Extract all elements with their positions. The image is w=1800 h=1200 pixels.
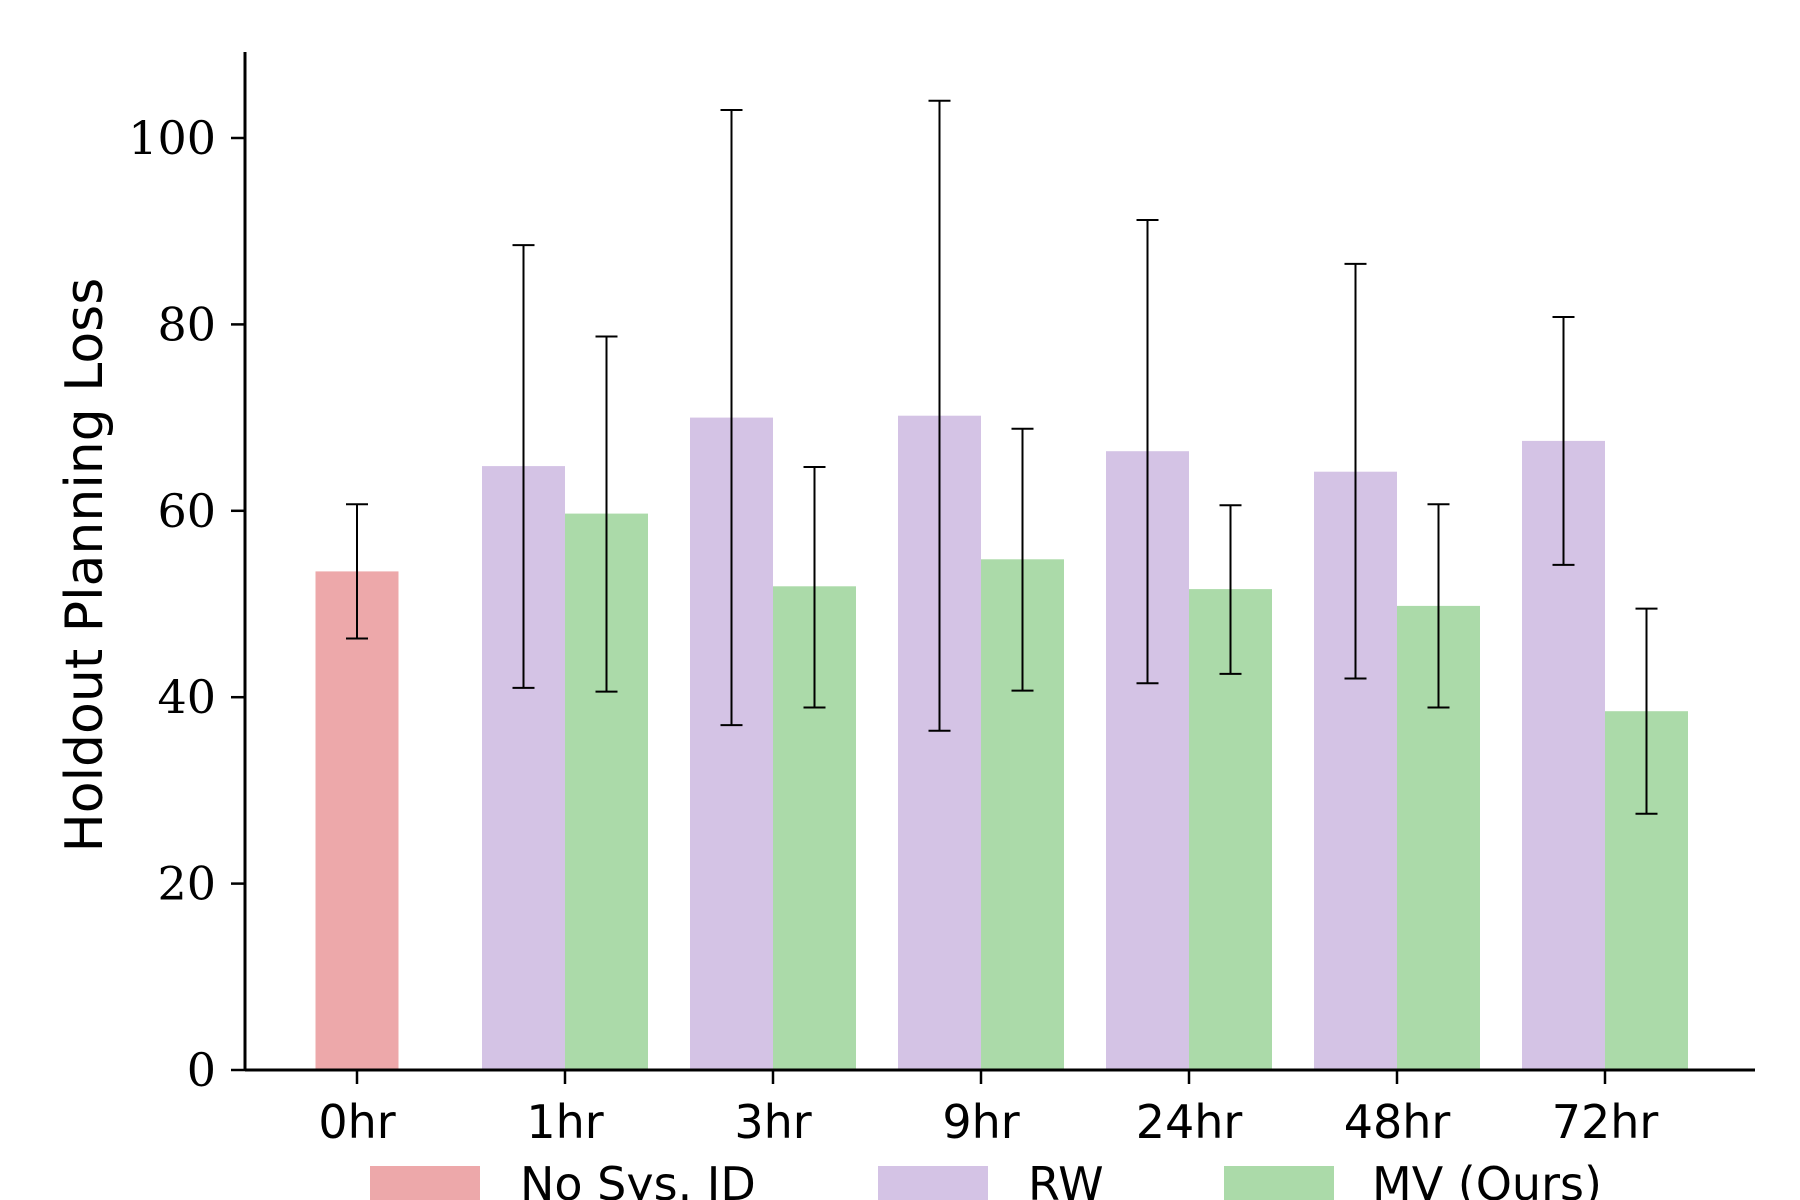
legend-swatch-2 [878,1166,988,1200]
error-bar-48hr [1344,262,1367,680]
bars-layer [315,415,1688,1071]
axes [243,52,1755,1072]
error-bar-1hr [512,244,535,689]
x-tick-label: 24hr [1136,1095,1243,1149]
x-tick-label: 1hr [526,1095,603,1149]
y-tick-label: 60 [157,484,216,538]
y-tick-label: 40 [157,670,216,724]
error-bar-1hr [595,335,618,693]
bar-no-sys-id-0hr [315,571,399,1070]
error-bar-72hr [1552,315,1575,566]
legend-swatch-1 [370,1166,480,1200]
y-tick-label: 80 [157,297,216,351]
legend-label-2: RW [1028,1157,1104,1200]
x-tick-label: 3hr [734,1095,811,1149]
y-ticks: 0 20 40 60 80 100 [128,111,245,1097]
x-ticks: 0hr 1hr 3hr 9hr 24hr 48hr 72hr [318,1070,1658,1149]
legend-swatch-3 [1224,1166,1334,1200]
error-bar-3hr [803,465,826,709]
error-bar-3hr [720,109,743,727]
error-bars-layer [346,99,1658,815]
error-bar-24hr [1219,504,1242,675]
error-bar-9hr [1011,427,1034,692]
error-bar-9hr [928,99,951,732]
legend-label-1: No Sys. ID [520,1157,756,1200]
y-tick-label: 20 [157,857,216,911]
x-tick-label: 0hr [318,1095,395,1149]
error-bar-0hr [346,503,368,640]
x-tick-label: 72hr [1552,1095,1659,1149]
legend-label-3: MV (Ours) [1372,1157,1602,1200]
y-tick-label: 100 [128,111,216,165]
error-bar-48hr [1427,503,1450,709]
x-tick-label: 9hr [942,1095,1019,1149]
error-bar-24hr [1136,219,1159,685]
error-bar-72hr [1635,607,1658,815]
y-tick-label: 0 [187,1043,216,1097]
legend: No Sys. ID RW MV (Ours) [370,1157,1602,1200]
x-tick-label: 48hr [1344,1095,1451,1149]
y-axis-label: Holdout Planning Loss [55,278,115,853]
